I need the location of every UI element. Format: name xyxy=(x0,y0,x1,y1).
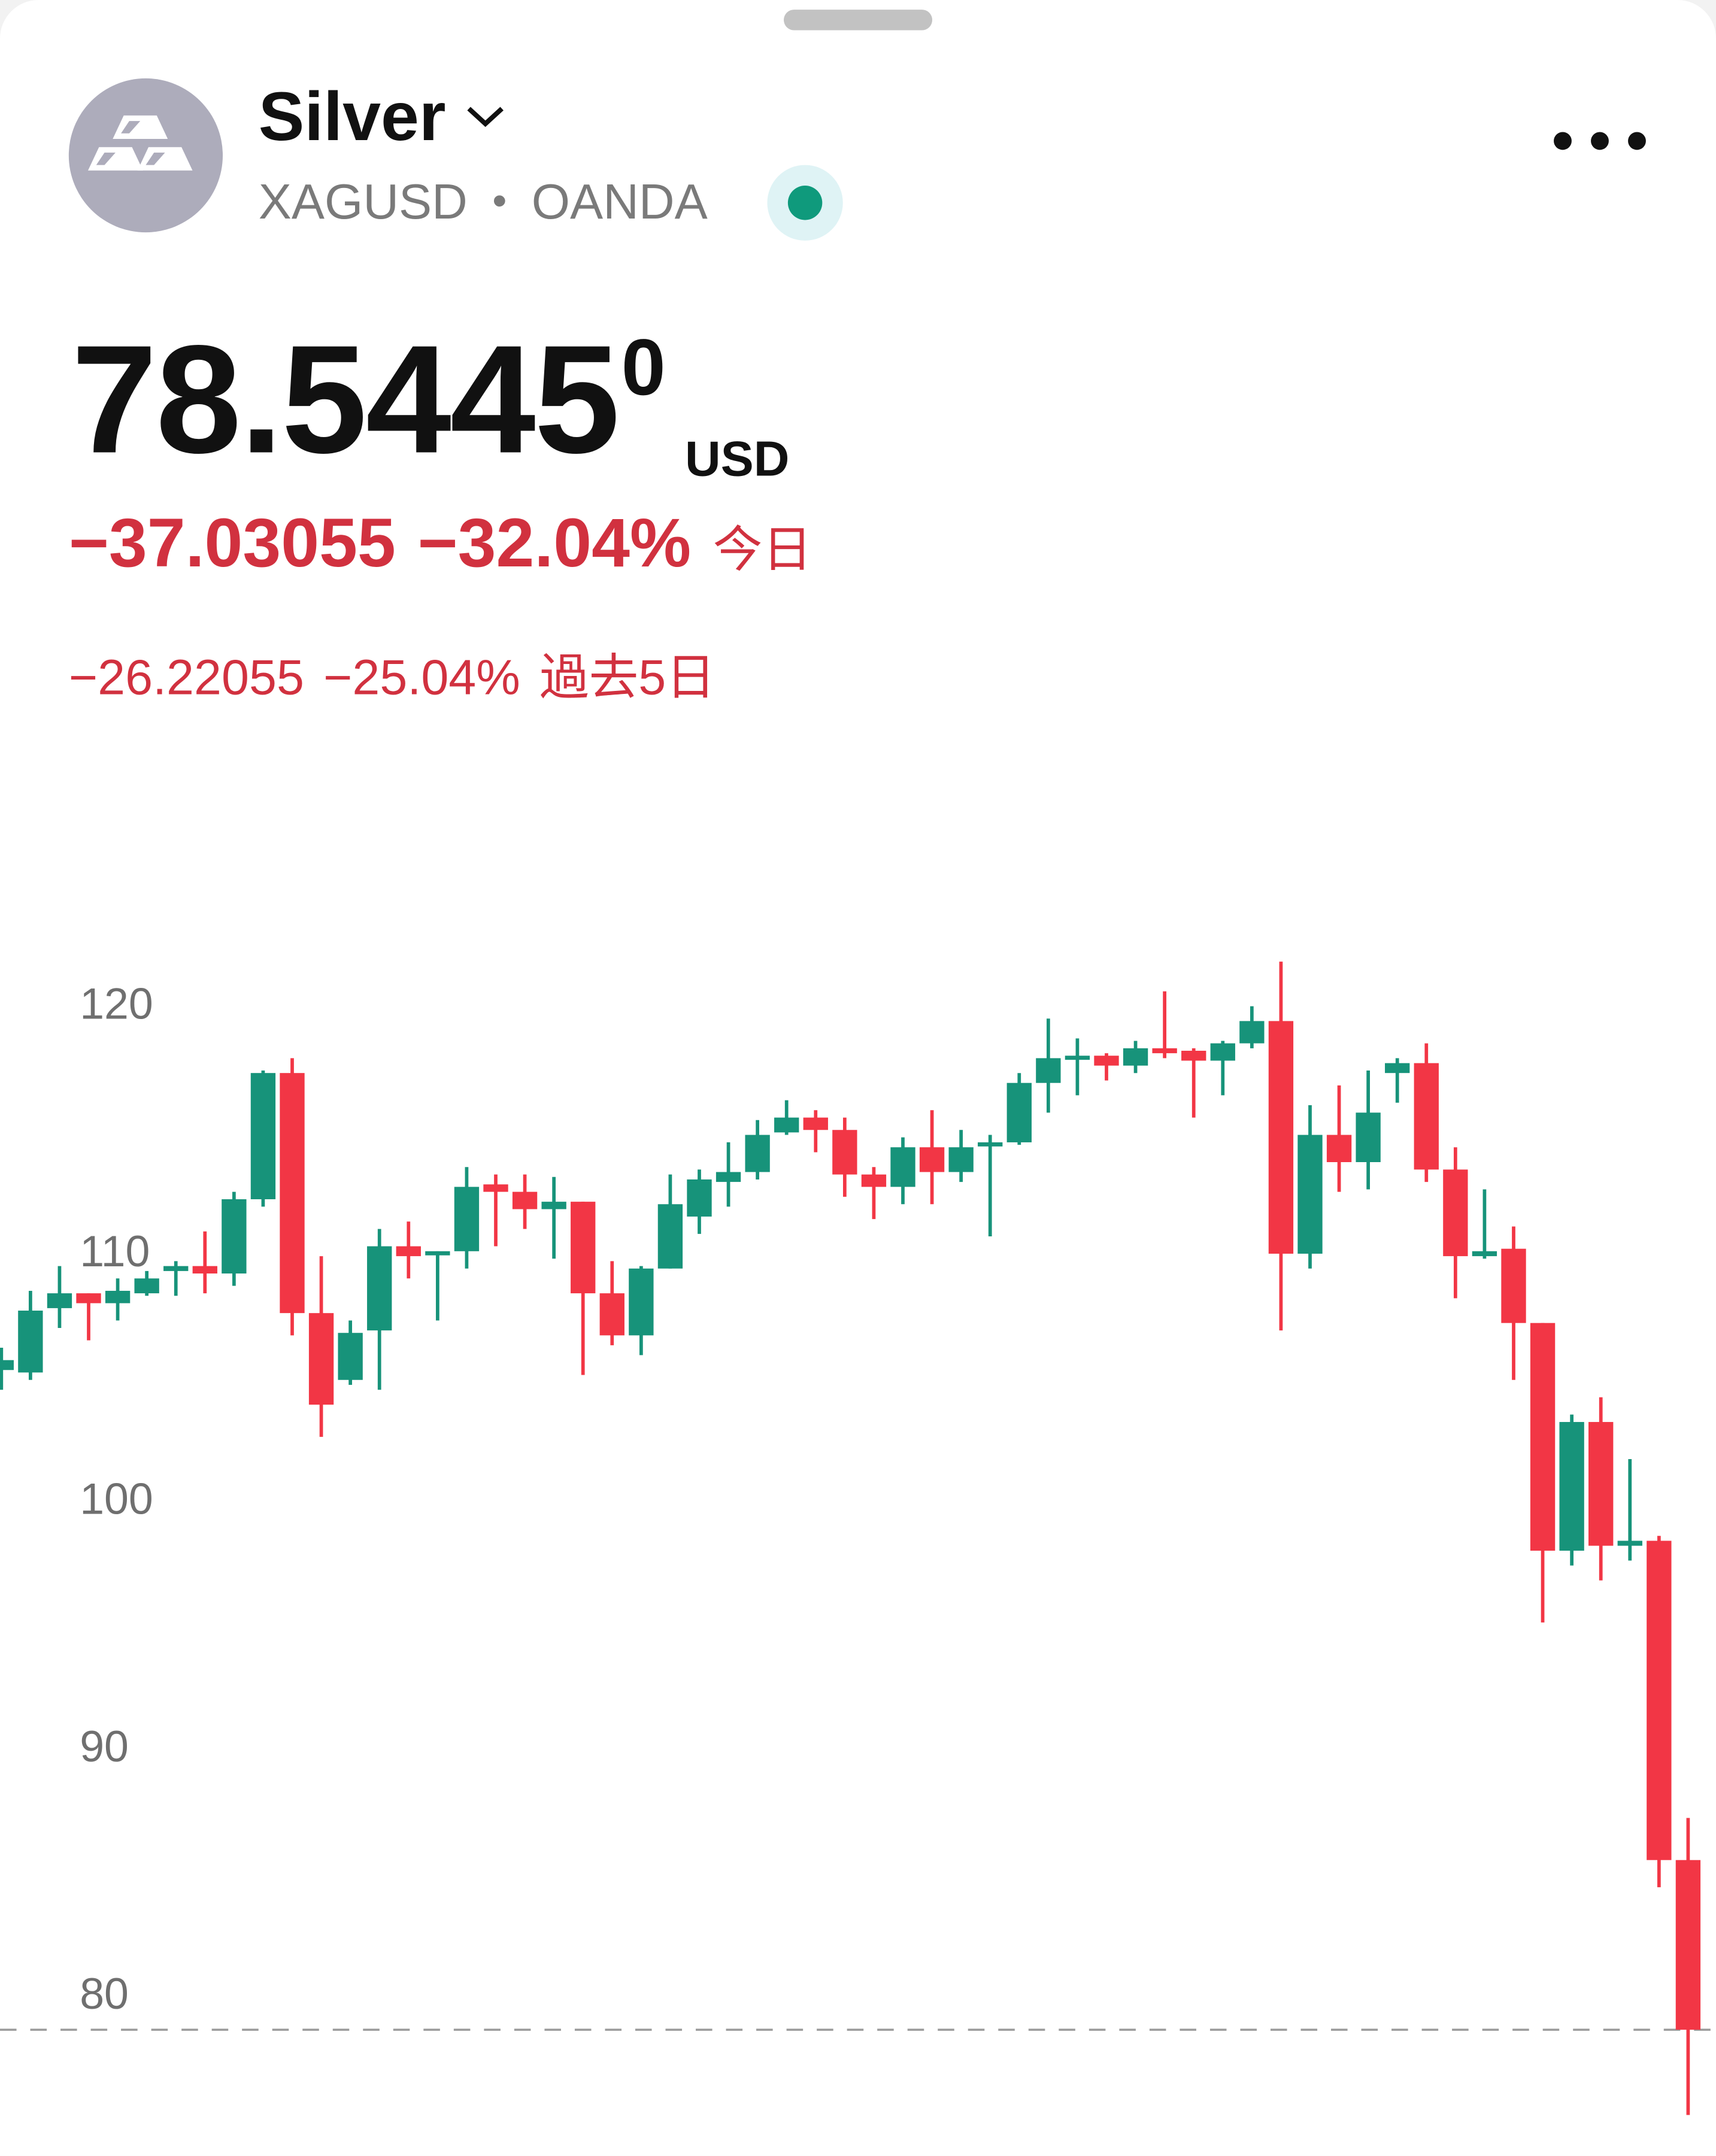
candle-body xyxy=(657,1204,683,1269)
price-fraction: 0 xyxy=(621,323,666,413)
dot-icon xyxy=(1554,132,1572,150)
candle-body xyxy=(1385,1063,1410,1074)
candle-body xyxy=(163,1266,189,1271)
candle-body xyxy=(1123,1048,1148,1066)
candle-body xyxy=(1588,1422,1614,1546)
candle-body xyxy=(803,1117,828,1130)
candle-body xyxy=(1326,1135,1352,1163)
candle-body xyxy=(832,1130,857,1175)
candle-body xyxy=(978,1142,1003,1147)
candle-body xyxy=(425,1251,450,1256)
candle-body xyxy=(1065,1056,1090,1060)
candle-body xyxy=(280,1073,305,1314)
candle-body xyxy=(367,1246,392,1331)
symbol-subtitle: XAGUSD • OANDA xyxy=(259,173,708,231)
candle-body xyxy=(1559,1422,1584,1551)
candle-body xyxy=(1210,1043,1235,1061)
y-axis-tick-label: 100 xyxy=(80,1473,153,1523)
candle-body xyxy=(1268,1021,1294,1254)
candle-body xyxy=(541,1202,566,1209)
candle-body xyxy=(396,1246,421,1257)
candle-body xyxy=(861,1174,887,1187)
y-axis-tick-label: 120 xyxy=(80,979,153,1029)
last-price: 78.5445 0 USD xyxy=(71,313,789,487)
candle-body xyxy=(1414,1063,1439,1170)
change-percent: −32.04% xyxy=(417,504,692,582)
candle-body xyxy=(76,1293,101,1303)
candle-body xyxy=(105,1290,131,1303)
candle-body xyxy=(774,1117,799,1133)
candle-body xyxy=(222,1199,247,1274)
candle-body xyxy=(512,1191,538,1209)
change-value: −26.22055 xyxy=(68,648,304,706)
candle-body xyxy=(715,1172,741,1182)
candle-body xyxy=(948,1147,974,1172)
candle-body xyxy=(687,1179,712,1217)
candle-body xyxy=(890,1147,915,1187)
candle-body xyxy=(599,1293,624,1336)
candle-body xyxy=(1297,1135,1323,1254)
drag-handle[interactable] xyxy=(784,10,933,31)
candle-body xyxy=(338,1333,363,1380)
period-label: 今日 xyxy=(713,521,812,578)
candle-body xyxy=(308,1313,334,1405)
candle-body xyxy=(1675,1860,1701,2030)
change-value: −37.03055 xyxy=(68,504,396,582)
y-axis-tick-label: 80 xyxy=(80,1969,129,2018)
dot-icon xyxy=(1591,132,1609,150)
candle-body xyxy=(1501,1248,1526,1323)
silver-bars-icon xyxy=(68,78,223,233)
candle-body xyxy=(1239,1021,1265,1044)
change-5d: −26.22055 −25.04% 過去5日 xyxy=(69,638,715,709)
candle-body xyxy=(1181,1050,1206,1061)
change-percent: −25.04% xyxy=(323,648,520,706)
candle-body xyxy=(134,1278,159,1294)
candle-body xyxy=(571,1202,596,1294)
candle-body xyxy=(18,1311,43,1373)
dot-icon xyxy=(1628,132,1646,150)
candle-body xyxy=(1443,1169,1468,1257)
candle-body xyxy=(0,1360,14,1370)
candle-body xyxy=(47,1293,72,1308)
candle-body xyxy=(1356,1112,1381,1163)
candle-body xyxy=(483,1184,508,1192)
candle-body xyxy=(1647,1541,1672,1860)
y-axis-tick-label: 90 xyxy=(80,1721,129,1771)
candle-body xyxy=(1152,1048,1177,1054)
candle-body xyxy=(1617,1541,1642,1546)
candle-body xyxy=(454,1187,480,1251)
candle-body xyxy=(629,1268,654,1336)
y-axis-tick-label: 110 xyxy=(80,1226,150,1276)
market-status-icon[interactable] xyxy=(767,165,843,241)
candle-body xyxy=(1006,1082,1032,1142)
candle-body xyxy=(1094,1056,1119,1066)
symbol-name: Silver xyxy=(258,78,446,156)
symbol-name-dropdown[interactable]: Silver xyxy=(259,77,507,157)
candle-body xyxy=(919,1147,945,1172)
price-main: 78.5445 xyxy=(71,313,620,486)
change-today: −37.03055 −32.04% 今日 xyxy=(69,504,812,583)
exchange: OANDA xyxy=(531,173,708,230)
candle-body xyxy=(1530,1323,1556,1551)
candle-body xyxy=(1472,1251,1497,1257)
candle-body xyxy=(1036,1058,1061,1083)
candle-body xyxy=(192,1266,217,1274)
separator: • xyxy=(492,178,507,225)
more-options-button[interactable] xyxy=(1554,132,1646,150)
currency: USD xyxy=(684,430,790,487)
candle-body xyxy=(250,1073,276,1200)
chevron-down-icon xyxy=(467,107,504,128)
ticker: XAGUSD xyxy=(258,173,468,230)
period-label: 過去5日 xyxy=(539,648,715,706)
candle-body xyxy=(745,1135,770,1172)
